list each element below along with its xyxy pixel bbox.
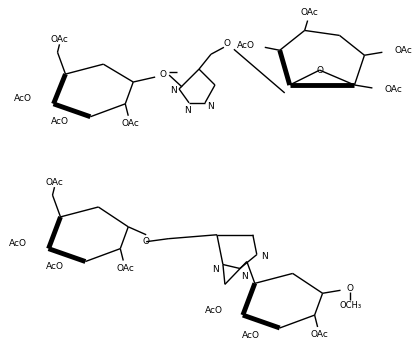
Text: OAc: OAc	[311, 330, 329, 339]
Text: OCH₃: OCH₃	[339, 301, 362, 310]
Text: AcO: AcO	[46, 262, 64, 271]
Text: OAc: OAc	[116, 264, 134, 273]
Text: OAc: OAc	[51, 35, 69, 44]
Text: OAc: OAc	[301, 8, 319, 17]
Text: AcO: AcO	[51, 117, 69, 126]
Text: N: N	[184, 106, 191, 115]
Text: N: N	[170, 87, 176, 95]
Text: AcO: AcO	[242, 331, 260, 340]
Text: AcO: AcO	[205, 306, 223, 315]
Text: N: N	[242, 272, 248, 281]
Text: O: O	[160, 69, 167, 79]
Text: OAc: OAc	[121, 119, 139, 128]
Text: OAc: OAc	[46, 178, 64, 187]
Text: O: O	[223, 39, 230, 48]
Text: O: O	[143, 237, 150, 246]
Text: AcO: AcO	[9, 239, 27, 248]
Text: AcO: AcO	[14, 94, 32, 103]
Text: O: O	[316, 66, 323, 75]
Text: N: N	[261, 252, 268, 261]
Text: OAc: OAc	[394, 46, 412, 55]
Text: N: N	[208, 102, 214, 111]
Text: N: N	[213, 265, 219, 274]
Text: OAc: OAc	[385, 86, 402, 94]
Text: AcO: AcO	[237, 41, 255, 50]
Text: O: O	[347, 284, 354, 293]
